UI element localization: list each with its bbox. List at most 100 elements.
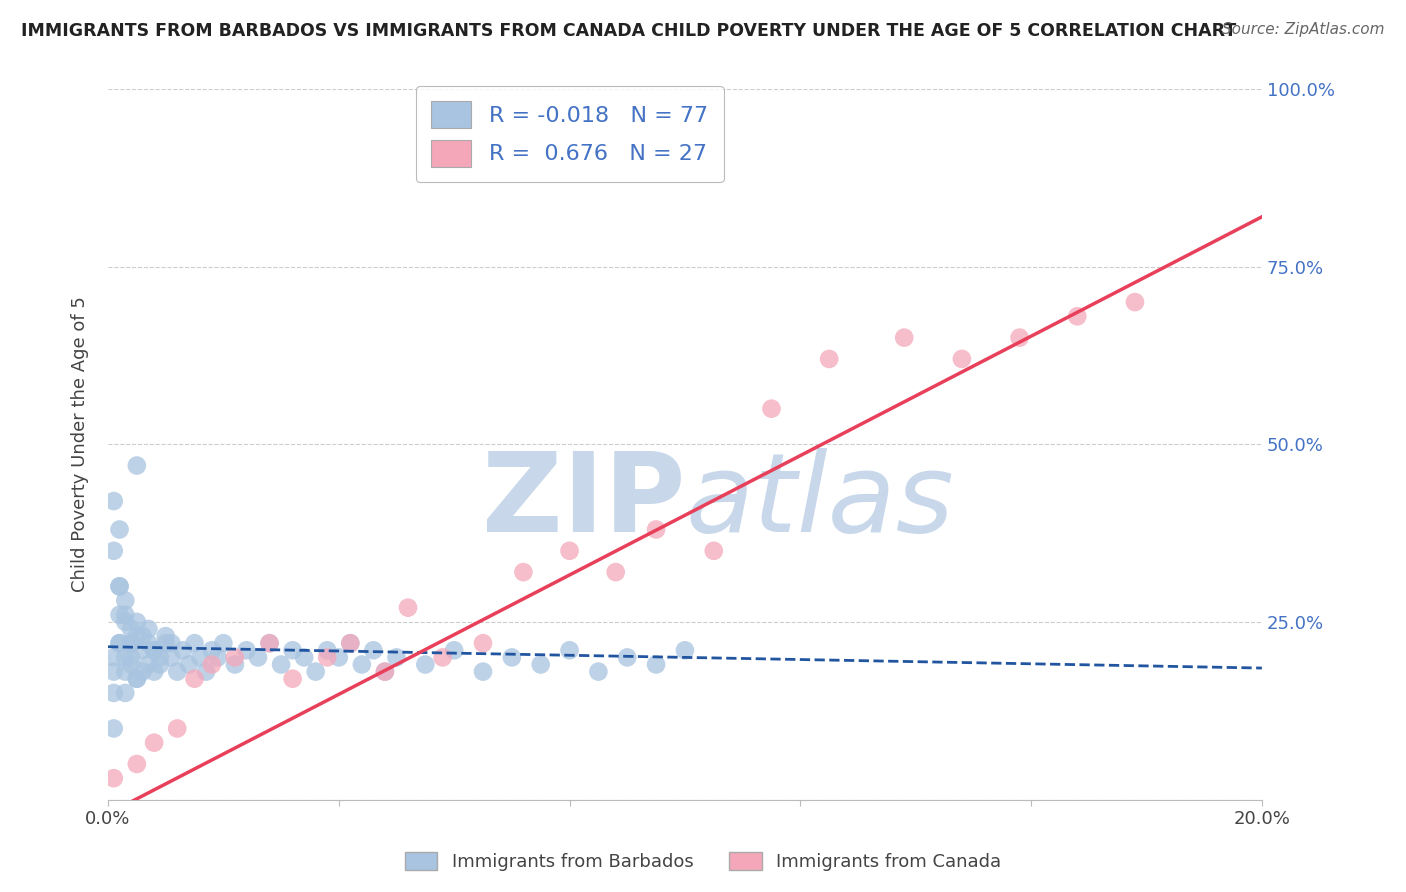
Point	[207, 650, 229, 665]
Point	[201, 643, 224, 657]
Point	[125, 672, 148, 686]
Point	[396, 600, 419, 615]
Point	[103, 543, 125, 558]
Point	[149, 650, 172, 665]
Point	[558, 543, 581, 558]
Point	[108, 636, 131, 650]
Point	[125, 458, 148, 473]
Point	[108, 636, 131, 650]
Point	[108, 523, 131, 537]
Point	[166, 722, 188, 736]
Point	[188, 650, 211, 665]
Point	[131, 629, 153, 643]
Point	[472, 665, 495, 679]
Text: IMMIGRANTS FROM BARBADOS VS IMMIGRANTS FROM CANADA CHILD POVERTY UNDER THE AGE O: IMMIGRANTS FROM BARBADOS VS IMMIGRANTS F…	[21, 22, 1236, 40]
Point	[114, 686, 136, 700]
Point	[155, 636, 177, 650]
Point	[363, 643, 385, 657]
Point	[339, 636, 361, 650]
Point	[645, 657, 668, 672]
Point	[305, 665, 328, 679]
Point	[108, 579, 131, 593]
Point	[166, 665, 188, 679]
Point	[114, 593, 136, 607]
Point	[108, 607, 131, 622]
Point	[155, 629, 177, 643]
Point	[120, 636, 142, 650]
Point	[143, 736, 166, 750]
Point	[103, 665, 125, 679]
Point	[588, 665, 610, 679]
Point	[224, 657, 246, 672]
Point	[125, 629, 148, 643]
Point	[761, 401, 783, 416]
Point	[138, 636, 160, 650]
Point	[316, 650, 339, 665]
Point	[114, 607, 136, 622]
Point	[281, 672, 304, 686]
Point	[350, 657, 373, 672]
Point	[138, 622, 160, 636]
Point	[558, 643, 581, 657]
Point	[120, 650, 142, 665]
Point	[183, 636, 205, 650]
Point	[103, 722, 125, 736]
Point	[616, 650, 638, 665]
Point	[1123, 295, 1146, 310]
Point	[183, 672, 205, 686]
Point	[316, 643, 339, 657]
Point	[703, 543, 725, 558]
Point	[259, 636, 281, 650]
Point	[195, 665, 218, 679]
Point	[443, 643, 465, 657]
Point	[512, 565, 534, 579]
Point	[1008, 330, 1031, 344]
Legend: Immigrants from Barbados, Immigrants from Canada: Immigrants from Barbados, Immigrants fro…	[398, 845, 1008, 879]
Point	[645, 523, 668, 537]
Point	[339, 636, 361, 650]
Point	[131, 643, 153, 657]
Point	[292, 650, 315, 665]
Point	[108, 579, 131, 593]
Point	[143, 643, 166, 657]
Point	[149, 657, 172, 672]
Point	[259, 636, 281, 650]
Point	[103, 650, 125, 665]
Point	[235, 643, 257, 657]
Point	[385, 650, 408, 665]
Point	[114, 665, 136, 679]
Point	[1066, 310, 1088, 324]
Point	[374, 665, 396, 679]
Point	[432, 650, 454, 665]
Point	[143, 643, 166, 657]
Point	[212, 636, 235, 650]
Point	[125, 756, 148, 771]
Point	[120, 657, 142, 672]
Text: ZIP: ZIP	[482, 448, 685, 555]
Point	[177, 657, 200, 672]
Point	[270, 657, 292, 672]
Text: atlas: atlas	[685, 448, 953, 555]
Text: Source: ZipAtlas.com: Source: ZipAtlas.com	[1222, 22, 1385, 37]
Point	[328, 650, 350, 665]
Point	[103, 771, 125, 785]
Point	[114, 615, 136, 629]
Point	[950, 351, 973, 366]
Point	[138, 657, 160, 672]
Point	[125, 615, 148, 629]
Legend: R = -0.018   N = 77, R =  0.676   N = 27: R = -0.018 N = 77, R = 0.676 N = 27	[416, 86, 724, 182]
Point	[120, 636, 142, 650]
Point	[125, 672, 148, 686]
Point	[160, 650, 183, 665]
Point	[160, 636, 183, 650]
Point	[673, 643, 696, 657]
Point	[281, 643, 304, 657]
Point	[501, 650, 523, 665]
Point	[472, 636, 495, 650]
Point	[143, 665, 166, 679]
Point	[103, 686, 125, 700]
Point	[374, 665, 396, 679]
Y-axis label: Child Poverty Under the Age of 5: Child Poverty Under the Age of 5	[72, 296, 89, 592]
Point	[605, 565, 627, 579]
Point	[114, 650, 136, 665]
